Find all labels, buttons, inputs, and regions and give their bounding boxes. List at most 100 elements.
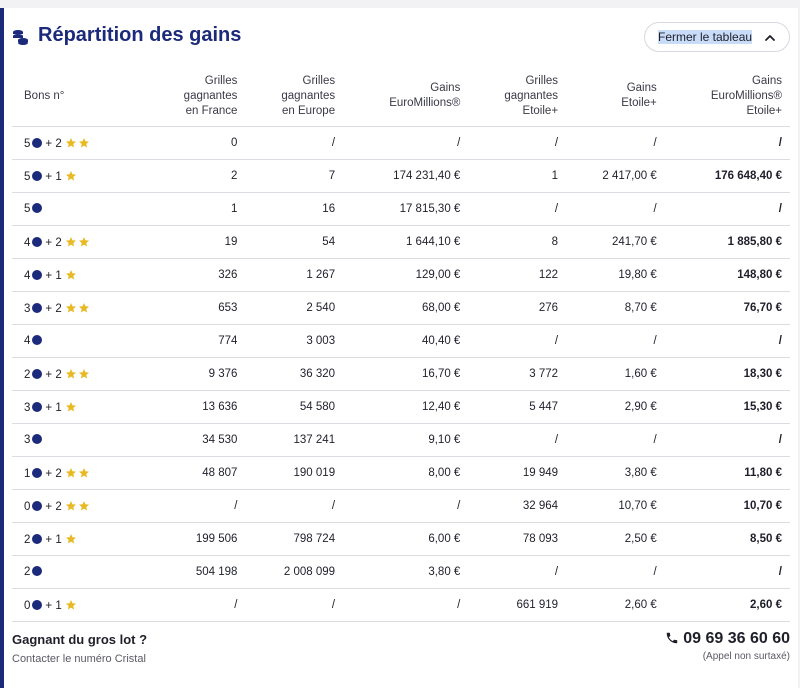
- ball-count: 5: [24, 137, 31, 150]
- cell-combination: 3 + 2: [12, 291, 148, 325]
- ball-count: 3: [24, 434, 31, 446]
- close-table-button[interactable]: Fermer le tableau: [644, 22, 790, 52]
- header-line: en France: [185, 104, 238, 117]
- cell-grilles-europe: 137 241: [245, 423, 344, 457]
- cell-gains-total: 15,30 €: [664, 390, 790, 424]
- cell-gains-etoile: /: [566, 423, 665, 457]
- star-icon: [78, 236, 89, 246]
- cell-grilles-france: 326: [147, 258, 246, 292]
- gains-table: Bons n° Grilles gagnantes en France Grilles g…: [12, 66, 790, 622]
- ball-count: 0: [24, 500, 31, 513]
- ball-icon: [32, 236, 43, 247]
- phone-icon: [666, 632, 678, 644]
- star-icon: [78, 500, 89, 510]
- star-icon: [65, 401, 76, 411]
- jackpot-subtitle: Contacter le numéro Cristal: [12, 653, 146, 665]
- cell-grilles-etoile: 122: [468, 258, 567, 292]
- cell-gains-total: /: [664, 423, 790, 457]
- coins-icon: [13, 30, 28, 45]
- cell-grilles-europe: 2 540: [245, 291, 344, 325]
- star-icon: [65, 467, 76, 477]
- cell-grilles-france: /: [147, 489, 246, 523]
- cell-grilles-europe: 190 019: [245, 456, 344, 490]
- cell-combination: 2 + 1: [12, 522, 148, 556]
- star-icon: [78, 302, 89, 312]
- cell-grilles-france: 34 530: [147, 423, 246, 457]
- cell-grilles-france: 199 506: [147, 522, 246, 556]
- cell-grilles-etoile: 78 093: [468, 522, 567, 556]
- cell-gains-etoile: 3,80 €: [566, 456, 665, 490]
- ball-count: 3: [24, 401, 31, 414]
- cell-grilles-europe: /: [245, 588, 344, 622]
- jackpot-info: Gagnant du gros lot ? Contacter le numér…: [12, 632, 147, 665]
- header-line: Gains: [751, 74, 782, 87]
- cell-gains-total: 148,80 €: [664, 258, 790, 292]
- table-row: 0 + 1///661 919 2,60 €2,60 €: [12, 588, 790, 622]
- cell-gains-em: 17 815,30 €: [343, 192, 469, 226]
- col-gains-etoile-header: Gains Etoile+: [566, 66, 665, 127]
- results-panel: Répartition des gains Fermer le tableau …: [0, 8, 798, 688]
- header-line: gagnantes: [183, 89, 238, 102]
- cell-grilles-europe: 2 008 099: [245, 555, 344, 589]
- cell-grilles-france: 1: [147, 192, 246, 226]
- cell-gains-total: 18,30 €: [664, 357, 790, 391]
- cell-gains-em: 16,70 €: [343, 357, 469, 391]
- cell-grilles-europe: 16: [245, 192, 344, 226]
- star-count: + 2: [45, 500, 62, 513]
- cell-gains-etoile: 2 417,00 €: [566, 159, 665, 193]
- col-gains-total-header: Gains EuroMillions® Etoile+: [664, 66, 790, 127]
- ball-icon: [32, 434, 43, 444]
- header-line: gagnantes: [504, 89, 559, 102]
- page-title: Répartition des gains: [38, 24, 242, 46]
- cell-gains-total: 76,70 €: [664, 291, 790, 325]
- cell-grilles-europe: 1 267: [245, 258, 344, 292]
- star-icon: [65, 170, 76, 180]
- star-icon: [65, 500, 76, 510]
- ball-count: 1: [24, 467, 31, 480]
- star-count: + 1: [45, 401, 62, 414]
- cell-grilles-etoile: /: [468, 555, 567, 589]
- cell-grilles-europe: /: [245, 126, 344, 160]
- cell-combination: 2: [12, 555, 148, 589]
- cell-grilles-france: 774: [147, 324, 246, 358]
- cell-grilles-france: 504 198: [147, 555, 246, 589]
- ball-icon: [32, 335, 43, 345]
- cell-gains-etoile: 10,70 €: [566, 489, 665, 523]
- star-count: + 1: [45, 170, 62, 183]
- cell-grilles-etoile: 661 919: [468, 588, 567, 622]
- table-row: 3 + 1 13 636 54 580 12,40 €5 447 2,90 €15,30 …: [12, 390, 790, 424]
- cell-combination: 5 + 2: [12, 126, 148, 160]
- table-row: 5 + 2 0// / / /: [12, 126, 790, 160]
- cell-gains-em: 40,40 €: [343, 324, 469, 358]
- star-count: + 2: [45, 236, 62, 249]
- star-icon: [65, 533, 76, 543]
- cell-gains-em: 3,80 €: [343, 555, 469, 589]
- star-count: + 1: [45, 533, 62, 546]
- ball-icon: [32, 302, 43, 313]
- cell-gains-em: 12,40 €: [343, 390, 469, 424]
- cell-grilles-europe: /: [245, 489, 344, 523]
- table-row: 5 1 16 17 815,30 € / / /: [12, 192, 790, 226]
- star-count: + 2: [45, 368, 62, 381]
- star-icon: [65, 269, 76, 279]
- table-row: 4 774 3 003 40,40 € / / /: [12, 324, 790, 358]
- cell-combination: 4 + 2: [12, 225, 148, 259]
- cell-gains-em: 68,00 €: [343, 291, 469, 325]
- header-line: Bons n°: [24, 89, 65, 102]
- table-row: 3 + 2 653 2 540 68,00 €276 8,70 €76,70 €: [12, 291, 790, 325]
- cell-combination: 0 + 2: [12, 489, 148, 523]
- col-grilles-etoile-header: Grilles gagnantes Etoile+: [468, 66, 567, 127]
- table-row: 0 + 2///32 964 10,70 €10,70 €: [12, 489, 790, 523]
- cell-grilles-france: 653: [147, 291, 246, 325]
- cell-grilles-france: 19: [147, 225, 246, 259]
- star-icon: [65, 137, 76, 147]
- header-line: Grilles: [525, 74, 559, 87]
- cell-gains-em: 9,10 €: [343, 423, 469, 457]
- header-line: Grilles: [204, 74, 238, 87]
- cell-combination: 5 + 1: [12, 159, 148, 193]
- phone-number-link[interactable]: 09 69 36 60 60: [665, 630, 790, 648]
- ball-icon: [32, 566, 43, 576]
- cell-gains-etoile: /: [566, 126, 665, 160]
- cell-grilles-europe: 36 320: [245, 357, 344, 391]
- cell-grilles-etoile: /: [468, 126, 567, 160]
